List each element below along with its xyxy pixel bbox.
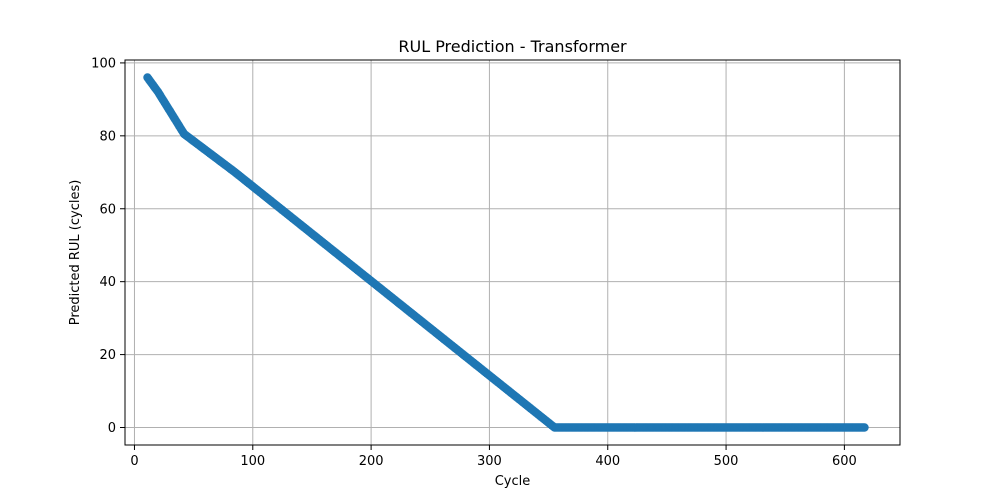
y-tick-label: 40 (99, 275, 116, 290)
y-tick-label: 100 (91, 56, 116, 71)
x-axis-label: Cycle (495, 474, 531, 489)
x-tick-label: 0 (130, 454, 138, 469)
y-axis-label: Predicted RUL (cycles) (68, 180, 83, 326)
data-points (143, 73, 869, 432)
grid-lines (125, 60, 900, 445)
x-tick-label: 200 (359, 454, 384, 469)
y-tick-label: 0 (108, 421, 116, 436)
x-tick-label: 100 (240, 454, 265, 469)
x-tick-label: 400 (595, 454, 620, 469)
plot-frame (124, 59, 901, 446)
y-tick-label: 60 (99, 202, 116, 217)
x-tick-label: 600 (832, 454, 857, 469)
x-tick-label: 500 (714, 454, 739, 469)
data-point (860, 423, 869, 432)
y-tick-label: 80 (99, 129, 116, 144)
chart-title: RUL Prediction - Transformer (398, 37, 627, 56)
y-tick-label: 20 (99, 348, 116, 363)
axis-ticks: 0 100 200 300 400 500 600 0 20 40 60 80 100 (91, 56, 857, 469)
x-tick-label: 300 (477, 454, 502, 469)
